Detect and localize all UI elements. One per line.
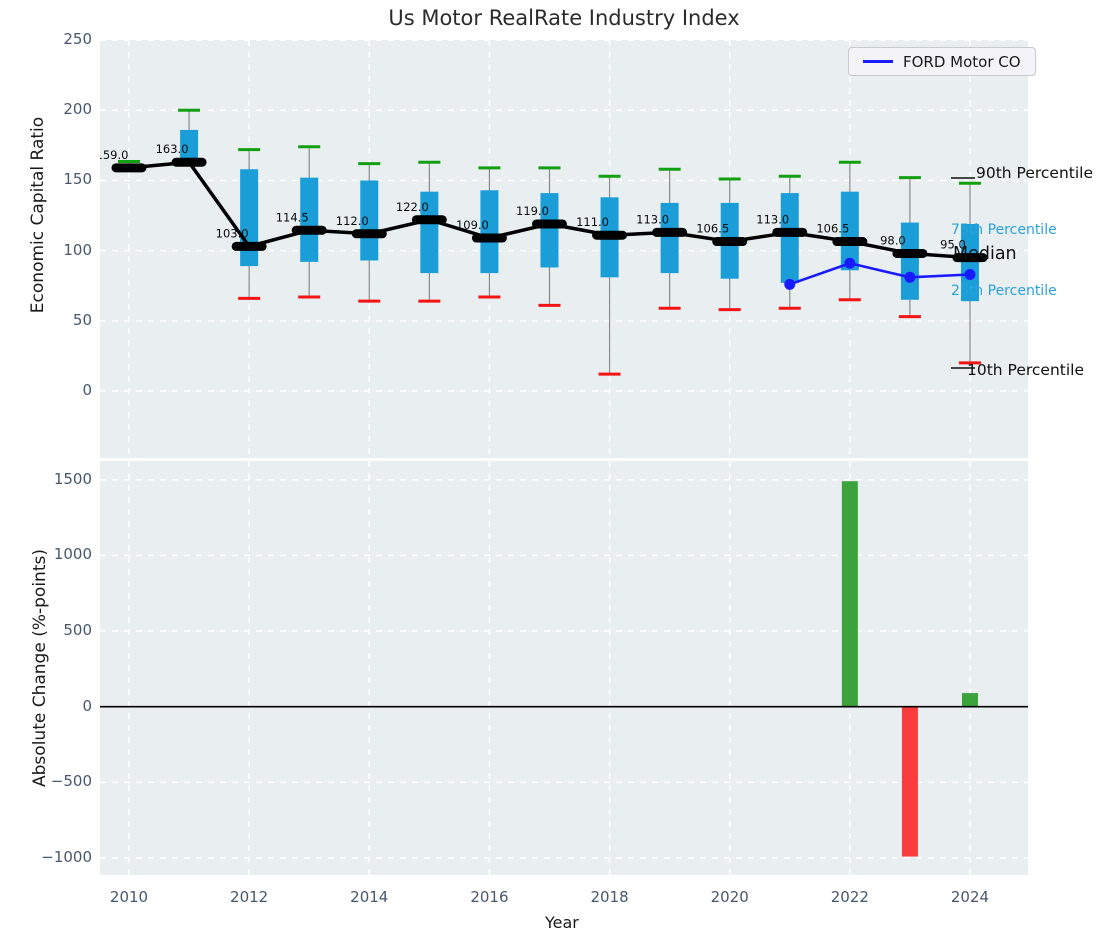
xtick-2016: 2016: [470, 888, 509, 906]
median-value-label: 95.0: [940, 238, 966, 252]
ford-marker: [904, 271, 916, 283]
xtick-2018: 2018: [590, 888, 629, 906]
median-value-label: 112.0: [336, 214, 369, 228]
annotation-90th-percentile: 90th Percentile: [976, 164, 1094, 182]
ford-line: [789, 261, 971, 286]
top-ytick-100: 100: [63, 240, 92, 259]
percentile-box: [540, 193, 559, 268]
median-value-label: 163.0: [156, 142, 189, 156]
percentile-box: [960, 223, 979, 302]
median-value-label: 122.0: [396, 200, 429, 214]
boxplot-chart: 159.0 163.0 103.0 114.5 112.0 122.0 109.0 119.0…: [100, 40, 1028, 458]
median-value-label: 159.0: [100, 148, 128, 162]
percentile-box: [480, 190, 499, 274]
top-ytick-50: 50: [72, 310, 92, 329]
change-bar-2024: [961, 693, 978, 707]
top-y-axis-label: Economic Capital Ratio: [28, 116, 48, 314]
median-value-label: 98.0: [880, 233, 906, 247]
median-value-label: 111.0: [576, 215, 609, 229]
bottom-ytick-500: 500: [63, 621, 92, 640]
annotation-median: Median: [953, 244, 1017, 264]
legend-line-swatch: [863, 60, 893, 63]
median-value-label: 114.5: [276, 210, 309, 224]
percentile-box: [420, 191, 439, 274]
annotation-25th-percentile: 25th Percentile: [951, 283, 1057, 299]
xtick-2012: 2012: [230, 888, 269, 906]
change-bar-2023: [901, 706, 918, 857]
change-bar-2022: [841, 481, 858, 707]
percentile-box: [840, 191, 859, 271]
ford-marker: [964, 269, 976, 281]
percentile-box: [780, 193, 799, 283]
median-value-label: 113.0: [756, 212, 789, 226]
median-value-label: 106.5: [816, 222, 849, 236]
top-ytick-0: 0: [82, 381, 92, 399]
median-value-label: 109.0: [456, 218, 489, 232]
median-value-label: 103.0: [216, 226, 249, 240]
bottom-ytick-0: 0: [82, 696, 92, 715]
top-ytick-150: 150: [63, 170, 92, 189]
xtick-2020: 2020: [710, 888, 749, 906]
chart-title: Us Motor RealRate Industry Index: [388, 6, 740, 30]
bottom-ytick--1000: −1000: [41, 848, 92, 867]
xtick-2022: 2022: [830, 888, 869, 906]
change-bar-chart: [100, 461, 1028, 875]
percentile-box: [360, 180, 379, 261]
xtick-2010: 2010: [109, 888, 149, 906]
median-value-label: 113.0: [636, 212, 669, 226]
legend: FORD Motor CO: [848, 47, 1036, 76]
top-ytick-250: 250: [63, 30, 92, 49]
ford-marker: [844, 257, 856, 269]
bottom-ytick-1500: 1500: [53, 469, 92, 488]
percentile-box: [660, 202, 679, 274]
percentile-box: [180, 129, 199, 163]
xtick-2014: 2014: [350, 888, 389, 906]
bottom-axes: [100, 461, 1028, 875]
x-axis-label: Year: [545, 913, 579, 932]
percentile-box: [240, 169, 259, 267]
annotation-75th-percentile: 75th Percentile: [951, 222, 1057, 238]
bottom-ytick--500: −500: [50, 772, 92, 791]
percentile-box: [300, 177, 319, 262]
annotation-10th-percentile: 10th Percentile: [967, 361, 1085, 379]
ford-marker: [784, 278, 796, 290]
top-ytick-200: 200: [63, 100, 92, 119]
legend-series-label: FORD Motor CO: [903, 52, 1021, 71]
bottom-ytick-1000: 1000: [53, 545, 92, 564]
median-value-label: 119.0: [516, 204, 549, 218]
xtick-2024: 2024: [950, 888, 990, 906]
median-value-label: 106.5: [696, 222, 729, 236]
